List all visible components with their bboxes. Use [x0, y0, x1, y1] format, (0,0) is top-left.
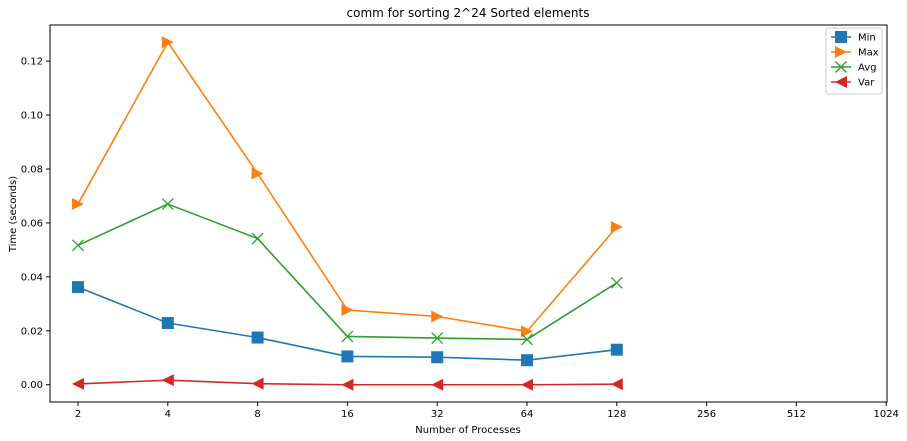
x-tick-label-3: 16 [341, 409, 354, 420]
series-line-max [77, 40, 618, 333]
y-tick-label-5: 0.10 [21, 111, 43, 122]
series-line-min [77, 286, 617, 362]
legend-marker-max [835, 46, 847, 58]
x-tick-label-5: 64 [521, 409, 534, 420]
point-avg-128 [610, 276, 623, 289]
point-var-16 [341, 378, 354, 391]
point-max-64 [521, 325, 533, 338]
point-var-8 [251, 377, 264, 390]
chart-title: comm for sorting 2^24 Sorted elements [347, 6, 590, 20]
legend-marker-avg [835, 61, 847, 73]
point-avg-4 [161, 198, 174, 211]
point-min-4 [161, 316, 174, 329]
legend-marker-var [835, 76, 847, 88]
x-tick-label-1: 4 [165, 409, 171, 420]
y-tick-label-3: 0.06 [21, 218, 43, 229]
x-tick-label-9: 1024 [873, 409, 898, 420]
x-axis-label: Number of Processes [415, 425, 520, 436]
point-min-32 [431, 351, 444, 364]
point-max-16 [341, 304, 354, 317]
legend-item-min: Min [831, 31, 876, 44]
x-tick-label-7: 256 [697, 409, 716, 420]
point-max-8 [251, 167, 264, 180]
point-min-8 [251, 331, 264, 344]
legend-box [825, 27, 883, 95]
point-avg-16 [341, 330, 354, 343]
point-max-128 [610, 220, 623, 233]
plot-area: 0.00 0.02 0.04 0.06 0.08 0.10 0.12 2 4 8 16 32 64 128… [21, 24, 899, 420]
point-min-64 [521, 354, 533, 367]
x-tick-label-0: 2 [75, 409, 81, 420]
point-var-32 [431, 378, 444, 391]
x-tick-label-6: 128 [607, 409, 626, 420]
legend-marker-min [835, 31, 847, 43]
legend-label-max: Max [858, 48, 879, 59]
point-var-2 [72, 377, 84, 390]
x-tick-label-8: 512 [787, 409, 806, 420]
y-axis-label: Time (seconds) [8, 176, 19, 253]
legend-label-min: Min [858, 33, 876, 44]
legend-item-avg: Avg [831, 61, 877, 74]
point-avg-8 [251, 232, 264, 245]
legend: Min Max Avg Var [825, 27, 883, 95]
legend-label-avg: Avg [858, 63, 877, 74]
y-tick-label-1: 0.02 [21, 326, 43, 337]
y-tick-label-0: 0.00 [21, 380, 43, 391]
y-tick-label-6: 0.12 [21, 57, 43, 68]
legend-item-var: Var [831, 76, 875, 89]
point-var-128 [610, 378, 623, 391]
point-avg-2 [72, 239, 84, 252]
point-var-64 [521, 378, 533, 391]
x-tick-label-2: 8 [254, 409, 260, 420]
point-max-32 [431, 310, 444, 323]
point-avg-64 [521, 333, 533, 346]
point-min-16 [341, 350, 354, 363]
point-max-4 [161, 36, 174, 49]
point-min-128 [610, 343, 623, 356]
legend-item-max: Max [831, 46, 879, 59]
x-tick-label-4: 32 [431, 409, 444, 420]
legend-label-var: Var [858, 78, 875, 89]
point-min-2 [72, 281, 84, 294]
point-avg-32 [431, 332, 444, 345]
point-var-4 [161, 374, 174, 387]
point-max-2 [72, 198, 84, 211]
y-tick-label-2: 0.04 [21, 272, 43, 283]
plot-frame [49, 24, 888, 403]
y-tick-label-4: 0.08 [21, 165, 43, 176]
